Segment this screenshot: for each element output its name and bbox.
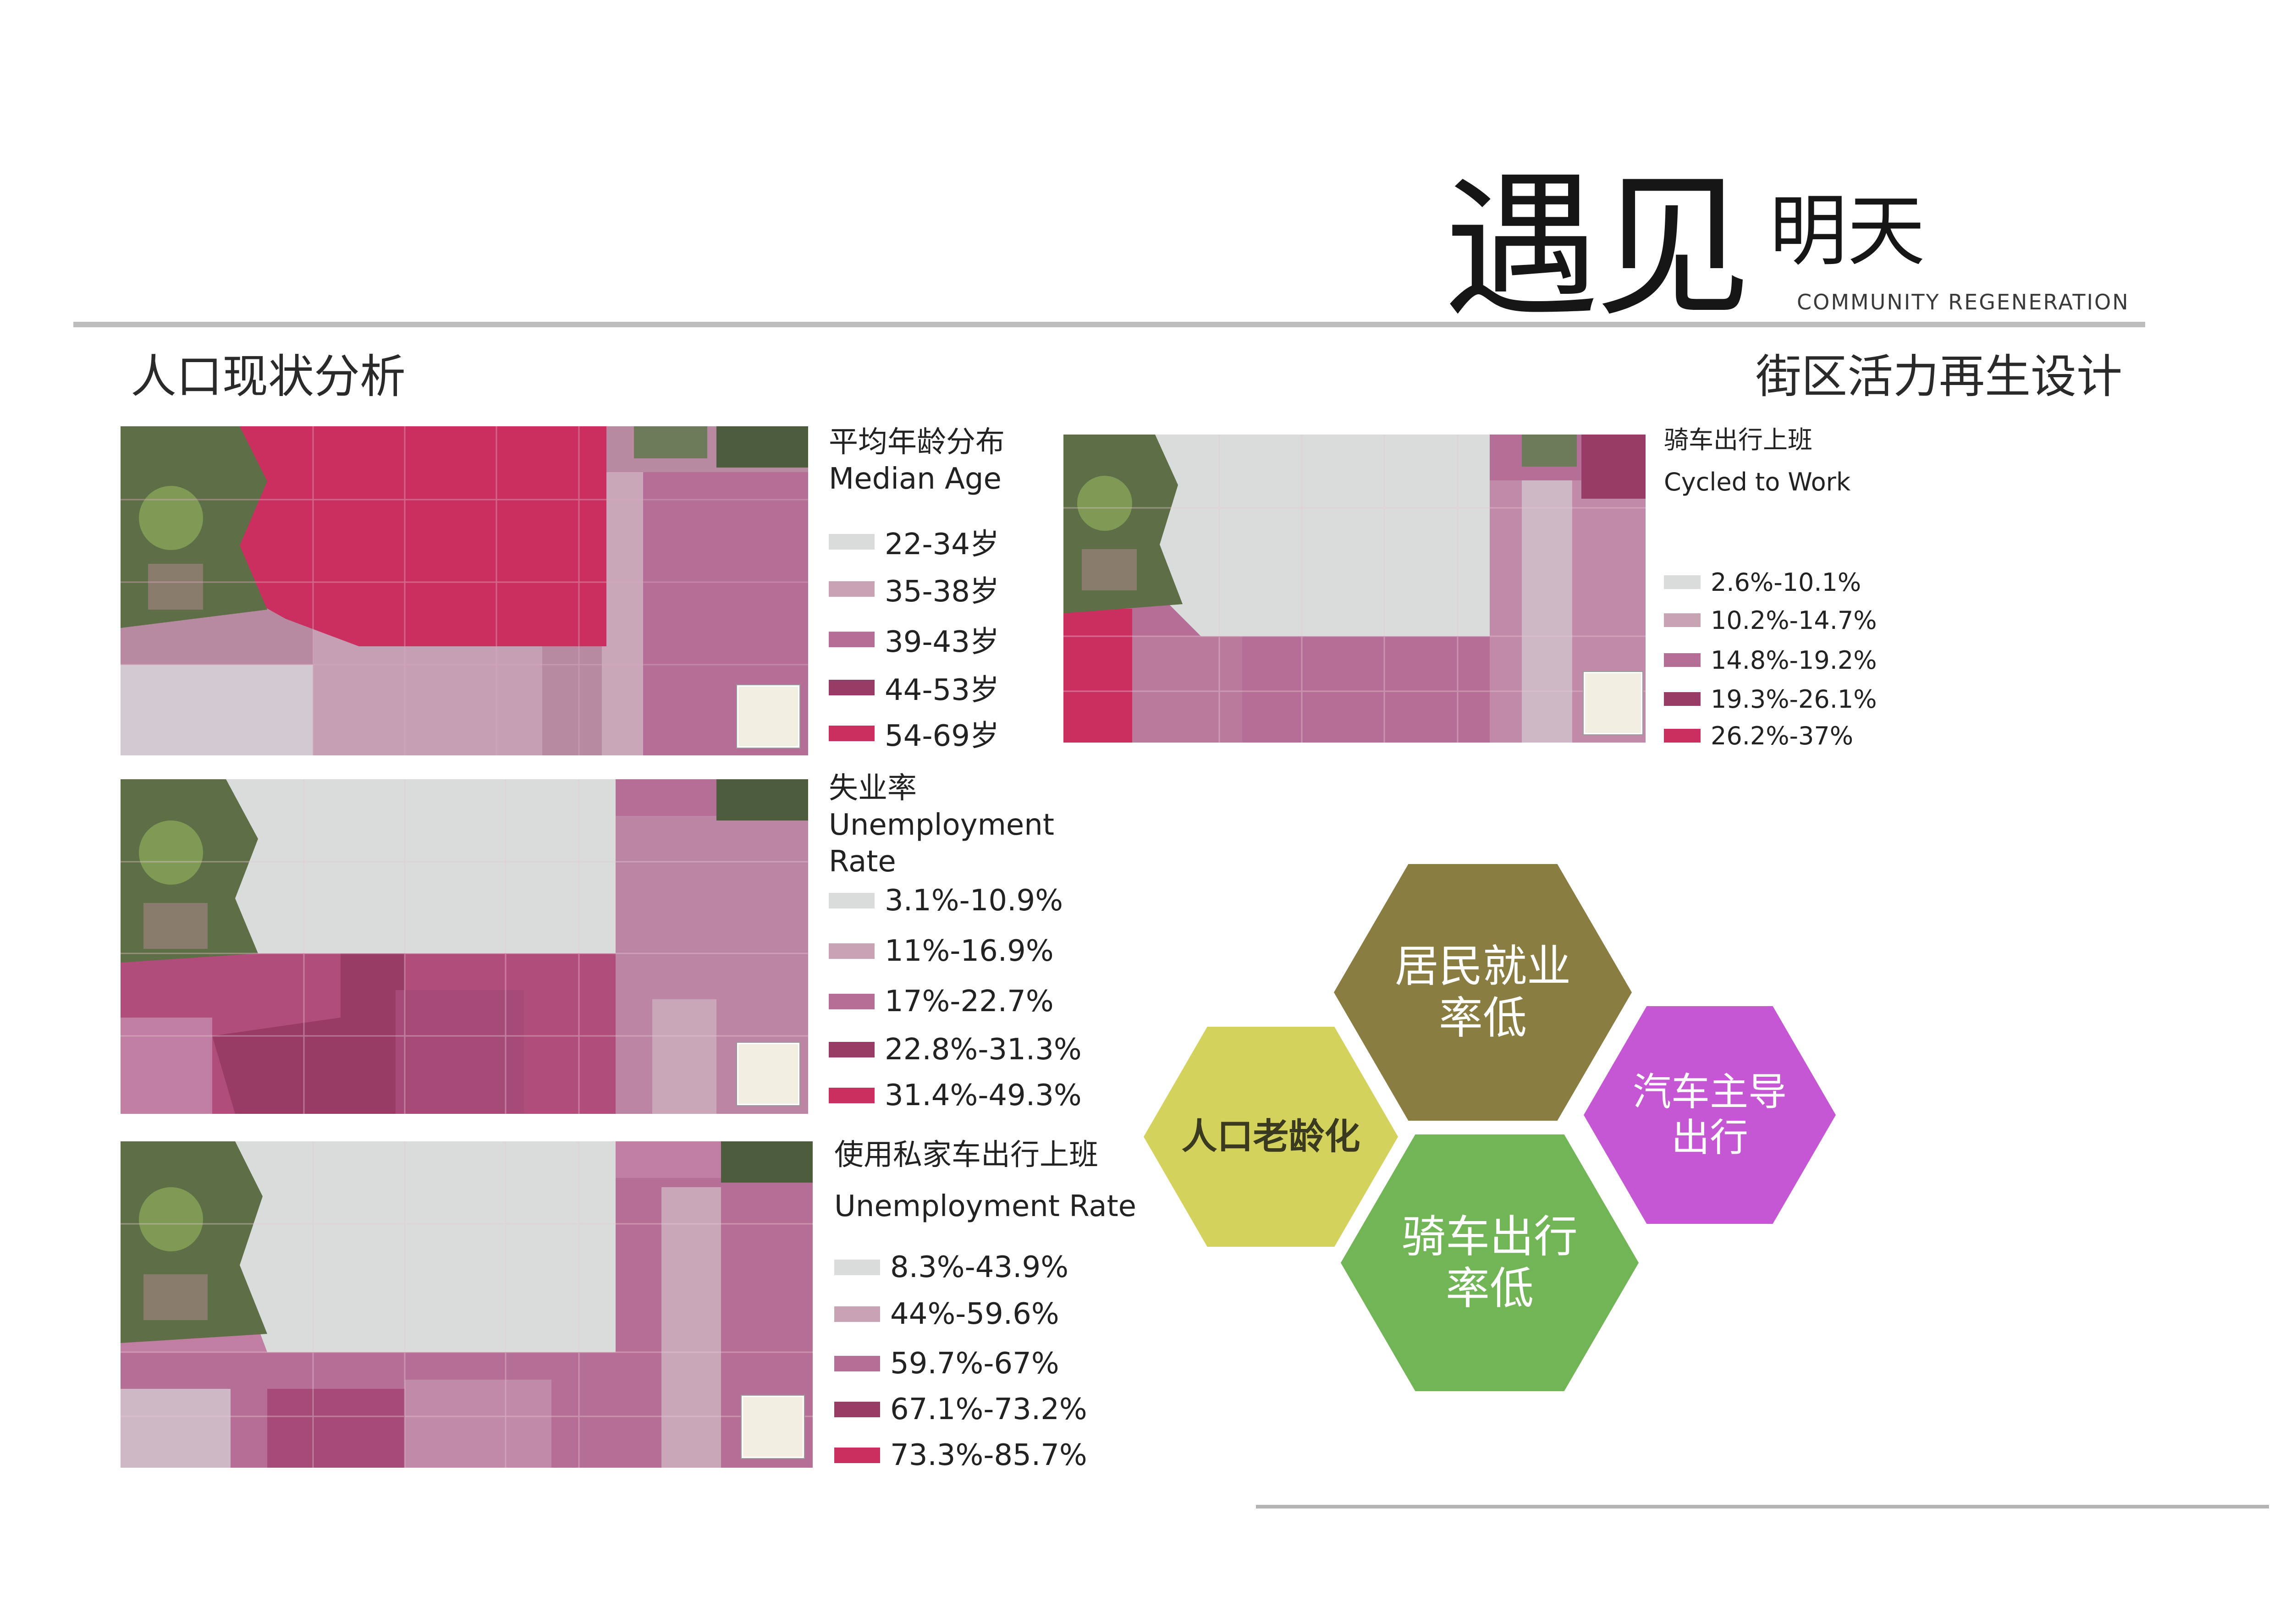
legend-item: 2.6%-10.1% (1664, 564, 1861, 600)
legend-cycled-to-work: 骑车出行上班 Cycled to Work 2.6%-10.1% 10.2%-1… (1664, 422, 1921, 752)
legend-item: 35-38岁 (829, 571, 999, 609)
legend-item: 73.3%-85.7% (834, 1437, 1087, 1474)
hexagon-label: 汽车主导 出行 (1632, 1069, 1787, 1160)
header-divider (73, 322, 2145, 327)
legend-item: 14.8%-19.2% (1664, 642, 1877, 678)
legend-title-en: Unemployment Rate (834, 1189, 1137, 1223)
footer-divider (1256, 1505, 2269, 1508)
map-median-age (121, 426, 808, 755)
section-title-design: 街区活力再生设计 (1756, 350, 2122, 403)
legend-title-cn: 失业率 (829, 771, 917, 805)
legend-title-en: Median Age (829, 462, 1002, 496)
legend-unemployment: 失业率 Unemployment Rate 3.1%-10.9% 11%-16.… (829, 770, 1085, 1118)
legend-item: 54-69岁 (829, 715, 999, 753)
hexagon-low-employment: 居民就业 率低 (1334, 864, 1632, 1121)
legend-item: 22.8%-31.3% (829, 1031, 1082, 1068)
legend-title-cn: 骑车出行上班 (1664, 425, 1812, 454)
legend-item: 67.1%-73.2% (834, 1391, 1087, 1428)
legend-title-en: Unemployment Rate (829, 808, 1054, 879)
legend-item: 22-34岁 (829, 523, 999, 562)
locator-inset-map (737, 685, 799, 748)
page-subtitle: 明天 (1769, 186, 1926, 277)
map-private-car (121, 1141, 813, 1468)
legend-item: 11%-16.9% (829, 933, 1054, 969)
legend-item: 17%-22.7% (829, 983, 1054, 1020)
legend-item: 39-43岁 (829, 621, 999, 659)
locator-inset-map (742, 1396, 804, 1458)
page-title: 遇见 (1444, 157, 1751, 338)
legend-title-cn: 平均年龄分布 (829, 425, 1005, 459)
locator-inset-map (737, 1043, 799, 1105)
legend-item: 8.3%-43.9% (834, 1249, 1068, 1286)
hexagon-aging-population: 人口老龄化 (1144, 1027, 1398, 1247)
legend-private-car: 使用私家车出行上班 Unemployment Rate 8.3%-43.9% 4… (834, 1137, 1137, 1476)
legend-item: 31.4%-49.3% (829, 1077, 1082, 1114)
map-cycled-to-work (1063, 435, 1646, 743)
legend-item: 26.2%-37% (1664, 717, 1853, 754)
hexagon-label: 居民就业 率低 (1395, 940, 1571, 1044)
hexagon-label: 人口老龄化 (1181, 1116, 1360, 1157)
legend-title-en: Cycled to Work (1664, 468, 1851, 496)
page-title-english: COMMUNITY REGENERATION (1797, 290, 2130, 314)
legend-item: 44-53岁 (829, 669, 999, 707)
hexagon-low-cycling: 骑车出行 率低 (1341, 1134, 1639, 1391)
legend-item: 3.1%-10.9% (829, 882, 1063, 919)
hexagon-label: 骑车出行 率低 (1402, 1211, 1578, 1314)
map-unemployment (121, 779, 808, 1114)
legend-item: 44%-59.6% (834, 1296, 1059, 1332)
legend-item: 59.7%-67% (834, 1345, 1059, 1382)
legend-median-age: 平均年龄分布 Median Age 22-34岁 35-38岁 39-43岁 4… (829, 424, 1058, 754)
legend-item: 19.3%-26.1% (1664, 681, 1877, 717)
hexagon-car-dominated: 汽车主导 出行 (1584, 1006, 1836, 1224)
section-title-population: 人口现状分析 (131, 350, 406, 403)
legend-item: 10.2%-14.7% (1664, 602, 1877, 639)
legend-title-cn: 使用私家车出行上班 (834, 1138, 1098, 1172)
locator-inset-map (1584, 672, 1642, 734)
